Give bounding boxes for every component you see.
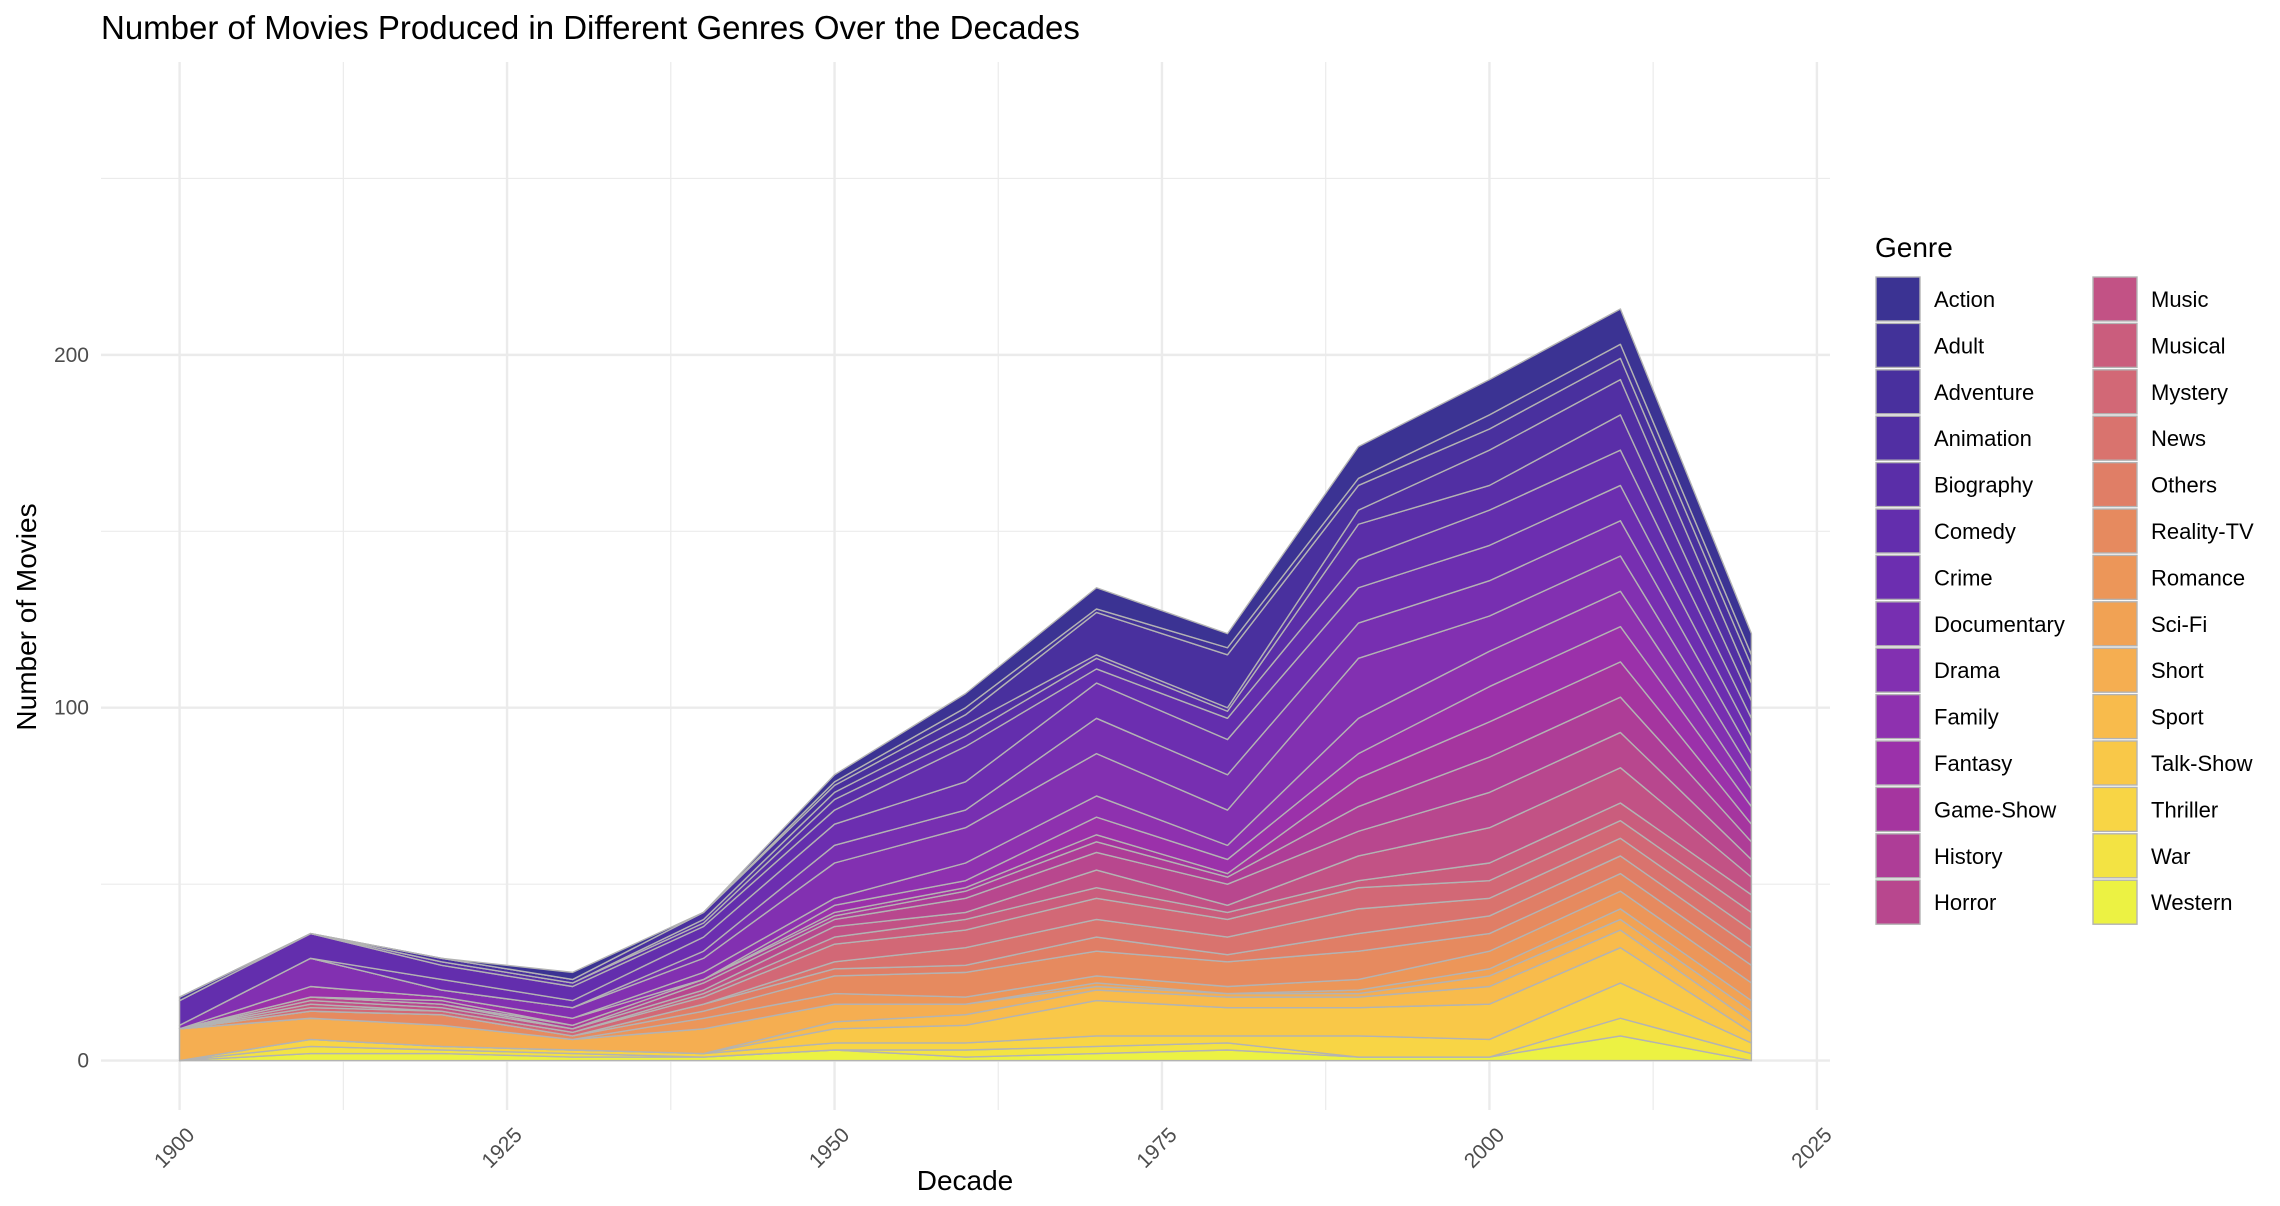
legend-label-reality-tv: Reality-TV [2151,519,2254,544]
chart-title: Number of Movies Produced in Different G… [101,9,1080,46]
legend-key-history [1875,833,1921,879]
legend-label-fantasy: Fantasy [1934,751,2012,776]
legend-key-action [1875,276,1921,322]
legend-key-game-show [1875,786,1921,833]
y-axis-title: Number of Movies [11,503,42,730]
legend-key-news [2092,415,2138,461]
legend: Genre Action Adult Adventure Animation Biogr… [1875,232,2254,925]
legend-label-history: History [1934,844,2002,869]
legend-label-mystery: Mystery [2151,380,2228,405]
legend-label-thriller: Thriller [2151,797,2218,822]
y-tick-label: 100 [54,697,89,720]
legend-key-thriller [2092,786,2138,833]
legend-key-animation [1875,415,1921,461]
y-axis-ticks: 0 100 200 [54,344,89,1073]
legend-key-family [1875,693,1921,740]
legend-label-adventure: Adventure [1934,380,2034,405]
legend-key-adventure [1875,369,1921,415]
legend-key-talk-show [2092,740,2138,786]
legend-label-romance: Romance [2151,565,2245,590]
legend-key-short [2092,647,2138,693]
legend-label-talk-show: Talk-Show [2151,751,2253,776]
legend-key-reality-tv [2092,508,2138,554]
legend-key-documentary [1875,601,1921,647]
legend-key-war [2092,833,2138,879]
legend-title: Genre [1875,232,1953,263]
legend-key-western [2092,879,2138,925]
legend-key-romance [2092,554,2138,601]
area-series-layer [178,308,1753,1062]
legend-key-others [2092,461,2138,508]
x-tick-label: 1925 [477,1123,526,1172]
legend-label-western: Western [2151,890,2233,915]
x-tick-label: 2025 [1787,1123,1836,1172]
legend-label-others: Others [2151,473,2217,498]
legend-label-music: Music [2151,287,2208,312]
legend-label-adult: Adult [1934,333,1984,358]
legend-key-horror [1875,879,1921,925]
legend-label-crime: Crime [1934,565,1993,590]
legend-key-fantasy [1875,740,1921,786]
x-tick-label: 1975 [1132,1123,1181,1172]
legend-label-short: Short [2151,658,2204,683]
x-tick-label: 1950 [805,1123,854,1172]
legend-key-music [2092,276,2138,322]
x-tick-label: 1900 [150,1123,199,1172]
legend-label-musical: Musical [2151,333,2226,358]
legend-label-comedy: Comedy [1934,519,2016,544]
legend-label-horror: Horror [1934,890,1996,915]
legend-label-sci-fi: Sci-Fi [2151,612,2207,637]
y-tick-label: 0 [77,1050,89,1073]
legend-label-news: News [2151,426,2206,451]
x-tick-label: 2000 [1460,1123,1509,1172]
legend-label-documentary: Documentary [1934,612,2065,637]
legend-label-war: War [2151,844,2191,869]
legend-key-drama [1875,647,1921,693]
legend-key-sport [2092,693,2138,740]
legend-label-animation: Animation [1934,426,2032,451]
legend-key-adult [1875,322,1921,369]
legend-label-family: Family [1934,705,1999,730]
legend-key-crime [1875,554,1921,601]
legend-label-sport: Sport [2151,705,2204,730]
legend-label-drama: Drama [1934,658,2001,683]
legend-key-biography [1875,461,1921,508]
legend-key-mystery [2092,369,2138,415]
legend-key-comedy [1875,508,1921,554]
x-axis-title: Decade [917,1165,1014,1196]
legend-key-musical [2092,322,2138,369]
y-tick-label: 200 [54,344,89,367]
legend-key-sci-fi [2092,601,2138,647]
legend-label-biography: Biography [1934,473,2033,498]
area-action [178,308,1753,998]
legend-label-game-show: Game-Show [1934,797,2056,822]
legend-label-action: Action [1934,287,1995,312]
